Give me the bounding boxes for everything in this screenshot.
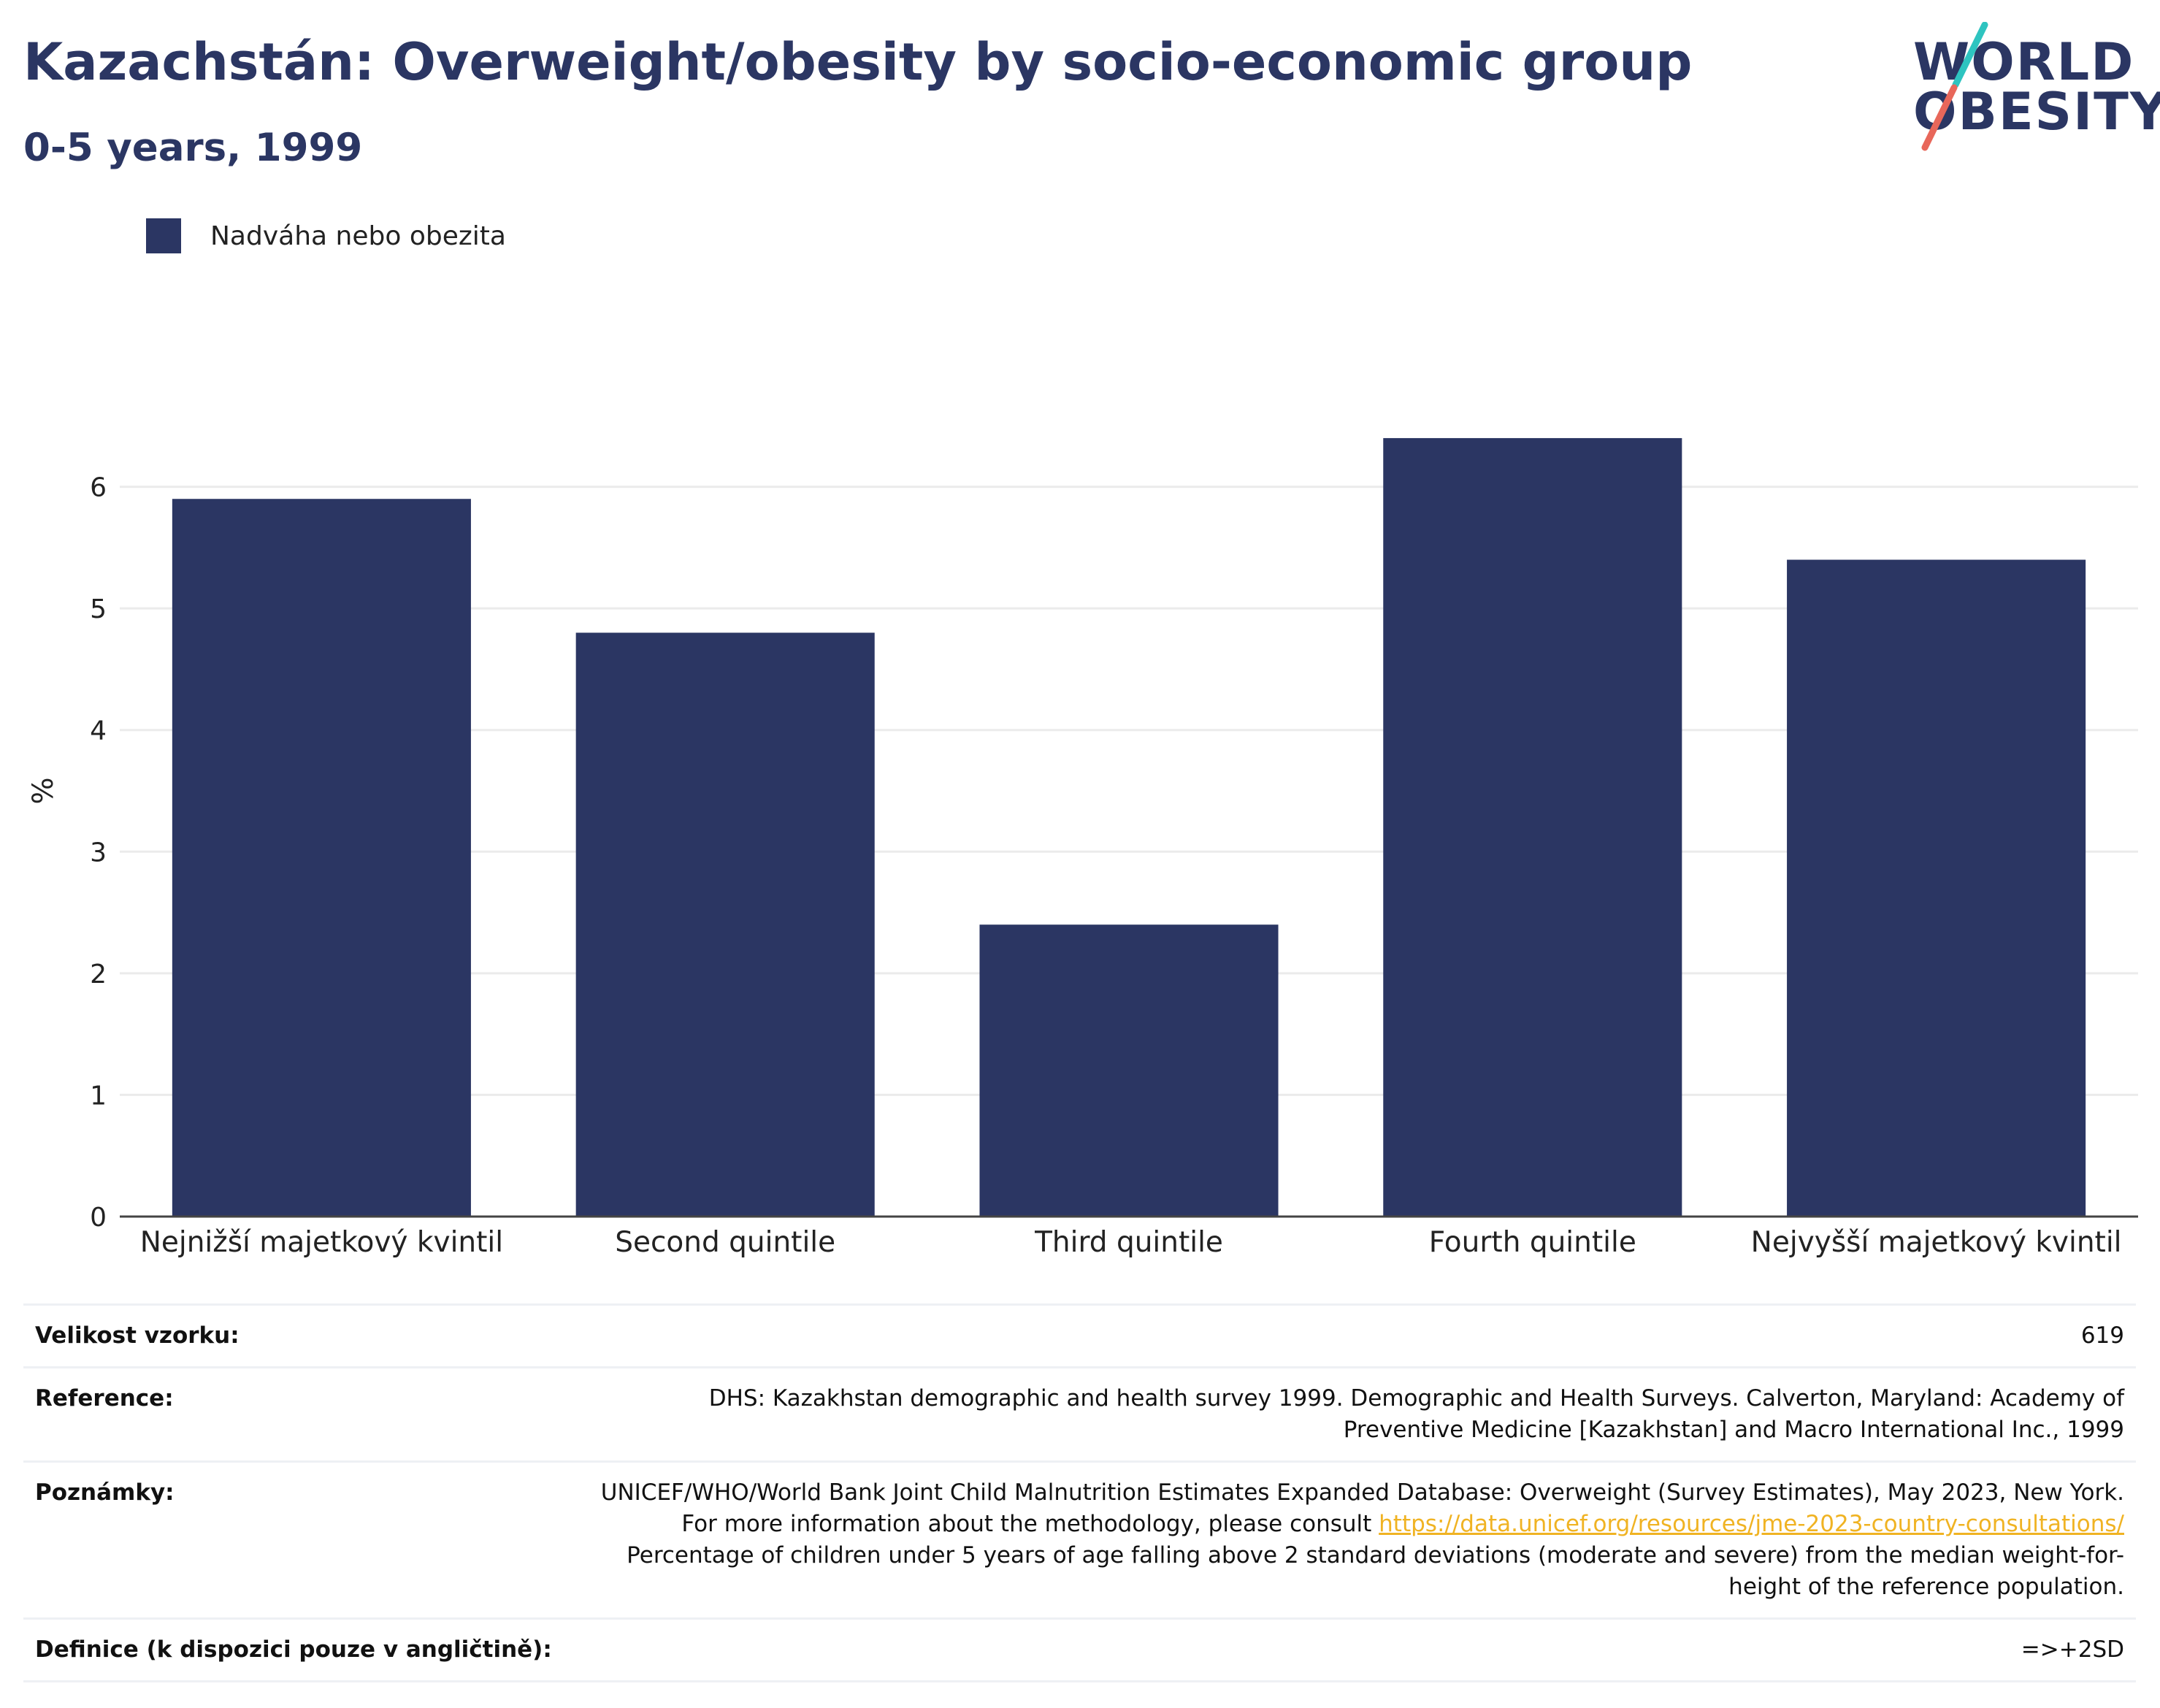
y-tick-label: 2 [90,960,107,989]
notes-text-after-link: Percentage of children under 5 years of … [627,1542,2124,1600]
y-tick-label: 0 [90,1203,107,1233]
bar-chart: 0 1 2 3 4 5 6 Nejnižší majetkový kvintil Second … [27,437,2138,1259]
methodology-link[interactable]: https://data.unicef.org/resources/jme-20… [1379,1511,2124,1537]
definition-label: Definice (k dispozici pouze v angličtině… [35,1636,552,1663]
y-tick-label: 1 [90,1081,107,1111]
notes-text-before-link: UNICEF/WHO/World Bank Joint Child Malnut… [600,1479,2124,1537]
chart-title: Kazachstán: Overweight/obesity by socio-… [23,32,1693,92]
x-category-label: Nejnižší majetkový kvintil [140,1226,503,1259]
chart-subtitle: 0-5 years, 1999 [23,126,363,170]
y-axis-label: % [27,777,60,804]
x-category-label: Nejvyšší majetkový kvintil [1751,1226,2122,1259]
bar [1787,559,2086,1217]
sample-size-value: 619 [2080,1322,2124,1349]
logo-line-1: WORLD [1913,32,2135,92]
logo-line-2: OBESITY [1913,82,2160,142]
bar [172,499,471,1217]
y-tick-label: 5 [90,594,107,624]
logo-slash-icon [1921,22,1988,151]
reference-value: DHS: Kazakhstan demographic and health s… [708,1385,2124,1443]
info-row-notes: Poznámky: UNICEF/WHO/World Bank Joint Ch… [23,1460,2136,1617]
sample-size-label: Velikost vzorku: [35,1322,240,1349]
bar [1383,437,1682,1217]
chart-legend: Nadváha nebo obezita [146,218,506,254]
info-row-sample: Velikost vzorku: 619 [23,1303,2136,1366]
y-tick-label: 4 [90,716,107,746]
bar [979,924,1279,1217]
reference-label: Reference: [35,1385,174,1412]
y-tick-label: 3 [90,838,107,868]
y-tick-label: 6 [90,473,107,503]
definition-value: =>+2SD [2021,1636,2124,1663]
bar [575,632,875,1217]
x-category-label: Second quintile [615,1226,835,1259]
notes-label: Poznámky: [35,1479,175,1506]
notes-value: UNICEF/WHO/World Bank Joint Child Malnut… [591,1477,2124,1603]
x-category-label: Fourth quintile [1429,1226,1636,1259]
info-table: Velikost vzorku: 619 Reference: DHS: Kaz… [23,1303,2136,1682]
info-row-definition: Definice (k dispozici pouze v angličtině… [23,1617,2136,1682]
world-obesity-logo: WORLD OBESITY [1899,22,2160,153]
x-category-label: Third quintile [1034,1226,1223,1259]
info-row-reference: Reference: DHS: Kazakhstan demographic a… [23,1366,2136,1460]
legend-swatch [146,218,181,253]
legend-label: Nadváha nebo obezita [210,221,506,251]
